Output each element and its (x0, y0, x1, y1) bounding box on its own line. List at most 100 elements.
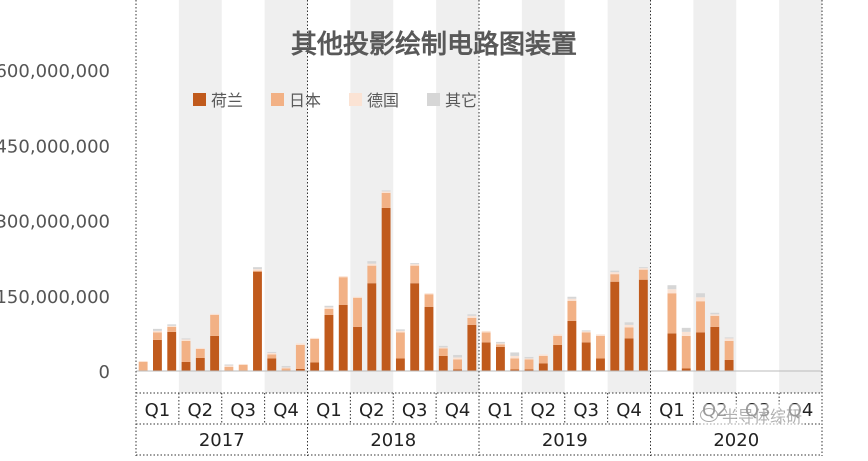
bar-segment (538, 354, 548, 356)
bar-segment (424, 306, 434, 371)
bar-segment (324, 308, 334, 315)
bar-segment (381, 190, 391, 192)
bar-segment (696, 332, 705, 371)
legend-swatch (427, 93, 440, 106)
bar-segment (281, 368, 291, 371)
bar-segment (338, 304, 348, 371)
bar-segment (481, 332, 491, 343)
bar-segment (395, 332, 405, 359)
bar-segment (324, 305, 334, 308)
bar-segment (610, 281, 620, 371)
quarter-label: Q1 (145, 400, 171, 421)
bar-segment (195, 357, 205, 371)
bar-segment (181, 338, 191, 340)
bar-segment (681, 335, 691, 369)
bar-segment (253, 270, 262, 272)
bar-segment (238, 364, 248, 371)
bar-segment (153, 330, 162, 333)
bar-segment (310, 337, 320, 339)
bar-segment (267, 354, 277, 359)
bar-segment (696, 297, 705, 302)
bar-segment (324, 314, 334, 371)
bar-segment (724, 337, 734, 339)
legend-swatch (193, 93, 206, 106)
bar-segment (210, 314, 220, 336)
bar-segment (567, 298, 577, 301)
bar-segment (496, 341, 505, 344)
chart-title: 其他投影绘制电路图装置 (291, 29, 577, 60)
quarter-shade (779, 0, 822, 393)
bar-segment (410, 265, 420, 284)
bar-segment (395, 358, 405, 371)
bar-segment (524, 358, 534, 360)
bar-segment (424, 293, 434, 295)
bar-segment (253, 269, 262, 271)
bar-segment (624, 338, 634, 371)
bar-segment (524, 359, 534, 370)
legend-label: 德国 (367, 91, 399, 110)
bar-segment (681, 331, 691, 336)
bar-segment (424, 294, 434, 307)
legend-swatch (349, 93, 362, 106)
bar-segment (553, 334, 563, 336)
bar-segment (667, 289, 677, 294)
quarter-label: Q1 (316, 400, 342, 421)
quarter-label: Q3 (402, 400, 428, 421)
bar-segment (553, 344, 563, 371)
bar-segment (453, 369, 462, 371)
bar-segment (624, 322, 634, 325)
bar-segment (724, 338, 734, 341)
bar-segment (281, 367, 291, 369)
bar-segment (524, 356, 534, 359)
bar-segment (667, 293, 677, 334)
bar-segment (696, 301, 705, 333)
bar-segment (581, 332, 591, 343)
bar-segment (467, 315, 477, 318)
bar-segment (381, 207, 391, 371)
year-label: 2017 (199, 430, 245, 451)
bar-segment (581, 342, 591, 371)
bar-segment (195, 347, 205, 349)
bar-segment (438, 347, 448, 349)
quarter-label: Q2 (531, 400, 557, 421)
bar-segment (210, 313, 220, 315)
legend-label: 荷兰 (211, 91, 243, 110)
bar-segment (153, 332, 162, 340)
bar-segment (710, 315, 720, 327)
year-label: 2019 (542, 430, 588, 451)
bar-segment (438, 348, 448, 356)
bar-segment (596, 334, 605, 336)
quarter-label: Q3 (573, 400, 599, 421)
bar-segment (710, 312, 720, 315)
bar-segment (538, 363, 548, 371)
bar-segment (496, 346, 505, 371)
bar-segment (210, 335, 220, 371)
bar-segment (138, 360, 148, 362)
bar-segment (324, 307, 334, 309)
bar-segment (667, 333, 677, 371)
y-tick-label: 300,000,000 (0, 212, 110, 233)
quarter-label: Q2 (359, 400, 385, 421)
bar-segment (410, 263, 420, 265)
bar-segment (267, 351, 277, 353)
bar-segment (638, 269, 648, 280)
bar-segment (395, 330, 405, 333)
bar-segment (253, 267, 262, 270)
bar-segment (224, 365, 234, 367)
bar-segment (367, 261, 377, 264)
bar-segment (338, 276, 348, 278)
bar-segment (310, 362, 320, 371)
bar-segment (710, 314, 720, 316)
bar-segment (310, 338, 320, 363)
bar-segment (167, 324, 177, 326)
bar-segment (353, 297, 362, 327)
quarter-label: Q4 (616, 400, 642, 421)
wechat-icon (700, 408, 718, 422)
bar-segment (610, 274, 620, 282)
bar-segment (453, 357, 462, 360)
bar-segment (724, 359, 734, 371)
quarter-label: Q1 (488, 400, 514, 421)
bar-segment (253, 271, 262, 371)
y-tick-label: 600,000,000 (0, 61, 110, 82)
